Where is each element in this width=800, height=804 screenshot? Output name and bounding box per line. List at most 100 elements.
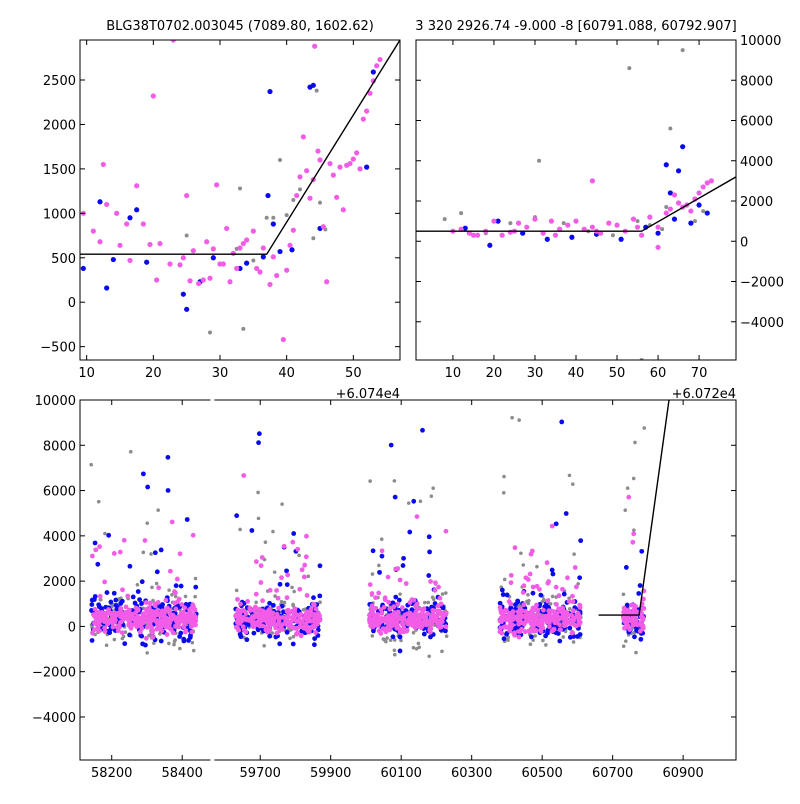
magenta-data-point <box>140 221 146 227</box>
gray-data-point <box>382 638 387 642</box>
magenta-data-point <box>421 606 427 612</box>
gray-data-point <box>548 602 553 606</box>
magenta-data-point <box>266 607 272 612</box>
magenta-data-point <box>92 627 97 633</box>
blue-data-point <box>696 202 702 208</box>
magenta-data-point <box>414 601 420 607</box>
gray-data-point <box>502 577 507 582</box>
blue-data-point <box>578 538 584 544</box>
blue-data-point <box>260 254 266 260</box>
magenta-data-point <box>126 609 132 615</box>
magenta-data-point <box>622 625 627 631</box>
blue-data-point <box>127 563 133 569</box>
blue-data-point <box>528 634 534 640</box>
y-tick-label: 2500 <box>43 74 76 89</box>
y-tick-label: 10000 <box>35 394 76 409</box>
x-tick-label: 30 <box>212 366 229 381</box>
blue-data-point <box>289 247 295 253</box>
gray-data-point <box>567 607 572 611</box>
blue-data-point <box>549 567 555 573</box>
gray-data-point <box>272 570 277 574</box>
blue-data-point <box>134 207 140 213</box>
magenta-data-point <box>334 194 340 200</box>
magenta-data-point <box>428 579 433 584</box>
magenta-data-point <box>298 611 304 617</box>
magenta-data-point <box>230 250 236 256</box>
magenta-data-point <box>386 599 391 605</box>
blue-data-point <box>154 569 160 575</box>
magenta-data-point <box>129 612 134 618</box>
gray-data-point <box>379 537 384 542</box>
blue-data-point <box>618 236 624 242</box>
magenta-data-point <box>606 220 612 226</box>
magenta-data-point <box>383 615 389 621</box>
y-tick-label: 8000 <box>43 439 76 454</box>
magenta-data-point <box>435 618 441 624</box>
blue-data-point <box>108 599 114 605</box>
magenta-data-point <box>381 604 387 610</box>
magenta-data-point <box>532 621 538 627</box>
blue-data-point <box>284 568 289 574</box>
magenta-data-point <box>135 606 141 612</box>
magenta-data-point <box>312 612 318 618</box>
x-tick-label: 58400 <box>162 766 203 781</box>
magenta-data-point <box>516 634 522 640</box>
blue-data-point <box>113 597 119 603</box>
blue-data-point <box>663 162 669 168</box>
magenta-data-point <box>371 623 377 628</box>
gray-data-point <box>535 564 539 569</box>
magenta-data-point <box>144 606 150 612</box>
blue-data-point <box>557 638 563 644</box>
blue-data-point <box>80 265 86 272</box>
blue-data-point <box>104 590 110 595</box>
gray-data-point <box>271 215 276 220</box>
gray-data-point <box>610 233 615 238</box>
blue-data-point <box>180 291 186 297</box>
plot-area <box>416 48 736 360</box>
magenta-data-point <box>114 210 120 216</box>
magenta-data-point <box>256 610 262 616</box>
blue-data-point <box>186 638 191 643</box>
magenta-data-point <box>387 613 393 619</box>
magenta-data-point <box>279 575 284 581</box>
magenta-data-point <box>530 628 536 634</box>
blue-data-point <box>563 511 569 516</box>
magenta-data-point <box>284 609 290 615</box>
gray-data-point <box>427 654 431 659</box>
gray-data-point <box>571 640 576 644</box>
magenta-data-point <box>303 554 309 560</box>
magenta-data-point <box>378 631 384 636</box>
blue-data-point <box>428 634 433 640</box>
magenta-data-point <box>521 583 527 589</box>
magenta-data-point <box>574 612 580 618</box>
magenta-data-point <box>330 172 336 178</box>
magenta-data-point <box>347 160 353 167</box>
magenta-data-point <box>637 621 642 627</box>
blue-data-point <box>122 641 128 647</box>
magenta-data-point <box>97 628 102 634</box>
magenta-data-point <box>150 634 156 640</box>
magenta-data-point <box>433 580 438 586</box>
magenta-data-point <box>204 239 210 245</box>
magenta-data-point <box>427 627 433 633</box>
gray-data-point <box>623 508 628 513</box>
magenta-data-point <box>708 178 714 184</box>
gray-data-point <box>635 219 640 224</box>
magenta-data-point <box>309 618 315 624</box>
magenta-data-point <box>598 230 604 236</box>
gray-data-point <box>399 638 403 643</box>
gray-data-point <box>191 648 196 653</box>
gray-data-point <box>668 126 673 131</box>
magenta-data-point <box>181 624 187 630</box>
gray-data-point <box>508 221 513 226</box>
magenta-data-point <box>507 616 513 622</box>
magenta-data-point <box>182 605 188 611</box>
magenta-data-point <box>268 617 274 623</box>
blue-data-point <box>364 164 370 170</box>
magenta-data-point <box>640 626 646 632</box>
magenta-data-point <box>95 616 101 621</box>
magenta-data-point <box>297 586 303 592</box>
blue-data-point <box>241 601 247 606</box>
magenta-data-point <box>267 587 273 593</box>
magenta-data-point <box>554 601 559 607</box>
